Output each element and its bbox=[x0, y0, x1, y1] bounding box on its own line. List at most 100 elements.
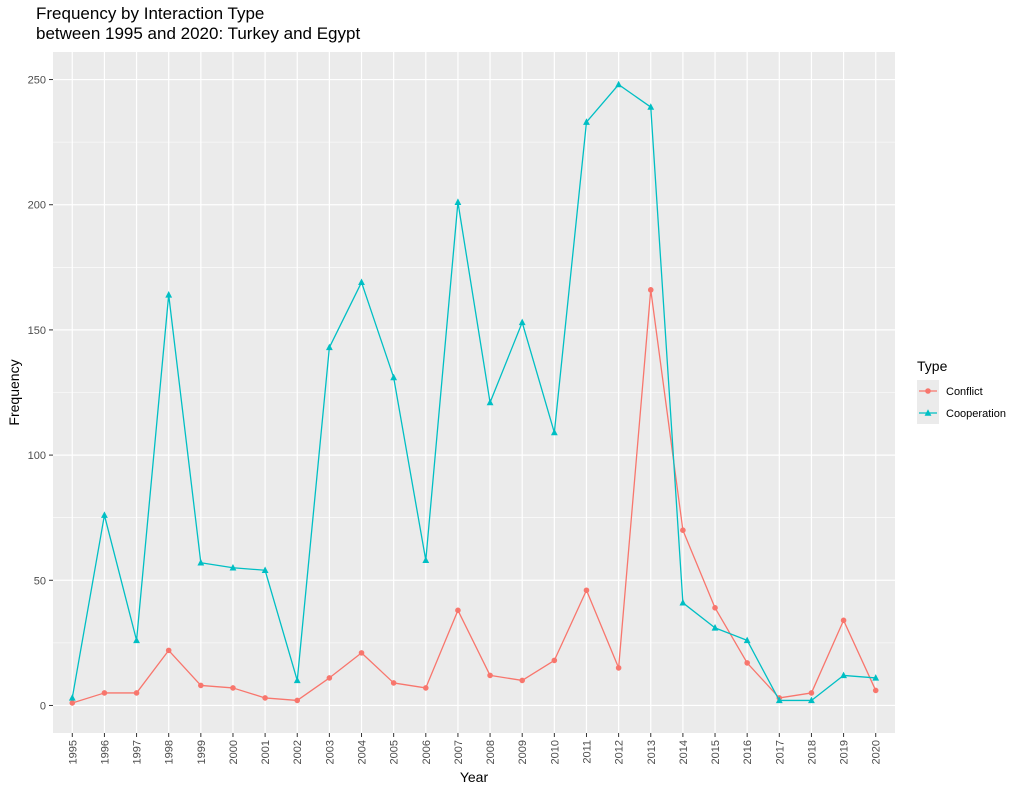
y-tick-label: 150 bbox=[28, 325, 46, 337]
data-point-cooperation bbox=[390, 373, 398, 381]
legend-label: Conflict bbox=[946, 386, 983, 398]
y-tick-label: 0 bbox=[40, 700, 46, 712]
data-point-cooperation bbox=[711, 624, 719, 631]
data-point-conflict bbox=[230, 685, 236, 691]
y-axis-ticks: 0 50 100 150 200 250 bbox=[28, 75, 53, 712]
x-tick-label: 2004 bbox=[357, 740, 369, 764]
legend-keys: Conflict Cooperation bbox=[917, 380, 1006, 424]
data-point-cooperation bbox=[550, 428, 558, 436]
data-point-conflict bbox=[455, 607, 461, 614]
data-point-cooperation bbox=[422, 556, 430, 563]
data-point-conflict bbox=[680, 527, 686, 534]
legend-title: Type bbox=[917, 358, 948, 374]
x-tick-label: 1998 bbox=[164, 740, 176, 764]
series-cooperation bbox=[68, 80, 880, 704]
data-point-conflict bbox=[101, 690, 108, 696]
data-point-cooperation bbox=[872, 674, 880, 681]
data-point-cooperation bbox=[101, 511, 108, 518]
series-line-cooperation bbox=[71, 83, 876, 702]
legend-key-marker bbox=[925, 388, 931, 394]
data-point-conflict bbox=[712, 605, 718, 611]
y-tick-label: 100 bbox=[28, 450, 46, 462]
data-point-conflict bbox=[872, 687, 879, 694]
series-line-conflict bbox=[72, 289, 877, 704]
data-point-conflict bbox=[647, 287, 654, 293]
legend-item-conflict: Conflict bbox=[917, 380, 983, 402]
legend: Type Conflict Cooperation bbox=[917, 358, 1006, 424]
data-point-cooperation bbox=[358, 278, 365, 286]
y-tick-label: 200 bbox=[28, 200, 46, 212]
legend-item-cooperation: Cooperation bbox=[917, 402, 1006, 424]
x-tick-label: 2015 bbox=[710, 740, 722, 764]
x-tick-label: 2010 bbox=[549, 740, 561, 764]
data-point-conflict bbox=[69, 700, 76, 706]
y-tick-label: 50 bbox=[34, 575, 46, 587]
chart-title-line-2: between 1995 and 2020: Turkey and Egypt bbox=[36, 24, 360, 43]
x-tick-label: 2009 bbox=[517, 740, 529, 764]
grid-minor bbox=[53, 141, 895, 644]
x-tick-label: 2012 bbox=[614, 740, 626, 764]
data-point-conflict bbox=[326, 675, 333, 681]
x-tick-label: 2020 bbox=[871, 740, 883, 764]
x-tick-label: 2016 bbox=[742, 740, 754, 764]
data-point-cooperation bbox=[679, 599, 687, 606]
x-tick-label: 1999 bbox=[196, 740, 208, 764]
data-point-conflict bbox=[133, 690, 140, 696]
x-tick-label: 2013 bbox=[646, 740, 658, 764]
data-point-cooperation bbox=[615, 80, 623, 88]
legend-label: Cooperation bbox=[946, 408, 1006, 420]
x-tick-label: 2011 bbox=[581, 740, 593, 764]
data-point-conflict bbox=[487, 672, 493, 679]
data-point-cooperation bbox=[518, 318, 526, 326]
data-point-cooperation bbox=[197, 558, 205, 566]
data-point-conflict bbox=[551, 657, 558, 664]
x-tick-label: 2008 bbox=[485, 740, 497, 764]
data-point-conflict bbox=[358, 650, 365, 656]
data-point-conflict bbox=[165, 647, 172, 654]
x-tick-label: 2000 bbox=[228, 740, 240, 764]
data-point-cooperation bbox=[808, 696, 815, 704]
data-point-cooperation bbox=[840, 671, 847, 679]
chart-title-line-1: Frequency by Interaction Type bbox=[36, 4, 264, 23]
x-tick-label: 2006 bbox=[421, 740, 433, 764]
data-point-conflict bbox=[615, 665, 622, 671]
data-point-cooperation bbox=[743, 636, 751, 644]
data-point-conflict bbox=[422, 685, 429, 691]
x-tick-label: 1995 bbox=[67, 740, 79, 764]
x-tick-label: 2019 bbox=[839, 740, 851, 764]
legend-key-marker bbox=[924, 409, 932, 416]
data-point-conflict bbox=[744, 660, 750, 666]
x-tick-label: 2003 bbox=[324, 740, 336, 764]
data-point-cooperation bbox=[261, 566, 269, 573]
data-point-cooperation bbox=[486, 398, 494, 406]
y-tick-label: 250 bbox=[28, 75, 46, 87]
x-tick-label: 2018 bbox=[806, 740, 818, 764]
x-tick-label: 2001 bbox=[260, 740, 272, 764]
data-point-conflict bbox=[583, 587, 590, 594]
x-tick-label: 2014 bbox=[678, 740, 690, 764]
data-point-cooperation bbox=[293, 676, 301, 684]
data-point-cooperation bbox=[583, 118, 590, 125]
x-axis-title: Year bbox=[460, 769, 489, 785]
data-point-cooperation bbox=[325, 343, 333, 351]
data-point-cooperation bbox=[133, 636, 140, 644]
data-point-conflict bbox=[294, 697, 301, 704]
x-tick-label: 1996 bbox=[99, 740, 111, 764]
data-point-conflict bbox=[390, 680, 397, 686]
x-axis-ticks: 1995 1996 1997 1998 1999 2000 2001 2002 2003 2004… bbox=[67, 733, 883, 764]
data-point-cooperation bbox=[68, 694, 76, 701]
data-point-cooperation bbox=[775, 696, 783, 704]
data-point-conflict bbox=[840, 617, 847, 624]
x-tick-label: 2005 bbox=[389, 740, 401, 764]
data-point-conflict bbox=[519, 677, 526, 684]
x-tick-label: 1997 bbox=[132, 740, 144, 764]
x-tick-label: 2007 bbox=[453, 740, 465, 764]
data-point-conflict bbox=[262, 695, 268, 701]
series-conflict bbox=[69, 287, 879, 706]
x-tick-label: 2002 bbox=[292, 740, 304, 764]
data-point-cooperation bbox=[647, 103, 655, 110]
x-tick-label: 2017 bbox=[774, 740, 786, 764]
data-point-cooperation bbox=[165, 291, 173, 298]
series-layer bbox=[68, 80, 880, 706]
